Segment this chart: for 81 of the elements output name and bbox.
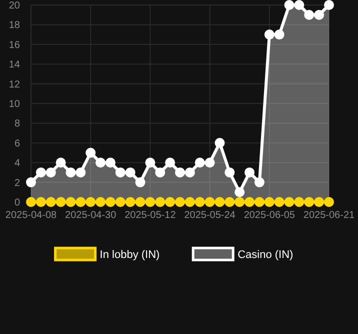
y-tick-label: 8 (14, 118, 20, 130)
point (274, 30, 284, 40)
point (26, 177, 36, 188)
point (284, 0, 294, 10)
point (26, 197, 36, 207)
point (324, 197, 334, 207)
point (324, 0, 334, 10)
point (304, 10, 314, 20)
point (66, 197, 76, 207)
point (115, 197, 126, 207)
legend-label: In lobby (IN) (100, 248, 160, 261)
point (46, 197, 56, 207)
y-tick-label: 4 (14, 158, 20, 170)
point (145, 197, 156, 207)
point (214, 197, 225, 207)
y-tick-label: 0 (14, 198, 20, 208)
point (304, 197, 314, 207)
point (36, 197, 46, 207)
y-tick-label: 18 (8, 20, 20, 32)
point (105, 158, 116, 168)
point (184, 167, 195, 178)
point (86, 197, 96, 207)
y-tick-label: 16 (8, 40, 20, 51)
x-tick-label: 2025-06-05 (244, 210, 296, 221)
y-tick-label: 6 (14, 138, 20, 150)
point (76, 167, 86, 178)
point (105, 197, 116, 207)
point (125, 197, 136, 207)
point (184, 197, 195, 207)
point (264, 197, 274, 207)
point (244, 197, 255, 207)
point (234, 187, 245, 198)
point (135, 177, 146, 188)
point (294, 0, 304, 10)
point (284, 197, 294, 207)
point (46, 167, 56, 178)
x-tick-label: 2025-05-24 (184, 210, 236, 221)
point (165, 197, 176, 207)
x-tick-label: 2025-04-08 (5, 210, 58, 221)
y-tick-label: 10 (8, 99, 20, 110)
point (204, 197, 215, 207)
point (66, 167, 76, 178)
point (56, 158, 66, 168)
point (254, 177, 264, 188)
point (96, 158, 106, 168)
point (165, 158, 176, 168)
y-tick-label: 12 (8, 79, 20, 90)
point (204, 158, 215, 168)
point (115, 167, 126, 178)
point (194, 158, 205, 168)
point (125, 167, 136, 178)
point (294, 197, 304, 207)
point (145, 158, 156, 168)
point (224, 197, 235, 207)
point (155, 197, 166, 207)
point (224, 167, 235, 178)
point (135, 197, 146, 207)
point (86, 148, 96, 158)
point (244, 167, 255, 178)
point (175, 197, 185, 207)
point (56, 197, 66, 207)
y-tick-label: 14 (8, 60, 20, 71)
point (264, 30, 274, 40)
legend-label: Casino (IN) (238, 248, 294, 261)
y-tick-label: 2 (14, 178, 20, 189)
point (36, 167, 46, 178)
point (214, 138, 225, 148)
point (76, 197, 86, 207)
y-tick-label: 20 (8, 0, 20, 12)
x-tick-label: 2025-04-30 (65, 210, 117, 221)
point (96, 197, 106, 207)
point (274, 197, 284, 207)
point (314, 10, 324, 20)
point (155, 167, 166, 178)
point (254, 197, 264, 207)
x-tick-label: 2025-05-12 (124, 210, 176, 221)
point (234, 197, 245, 207)
point (314, 197, 324, 207)
x-tick-label: 2025-06-21 (303, 210, 356, 221)
point (194, 197, 205, 207)
point (175, 167, 185, 178)
